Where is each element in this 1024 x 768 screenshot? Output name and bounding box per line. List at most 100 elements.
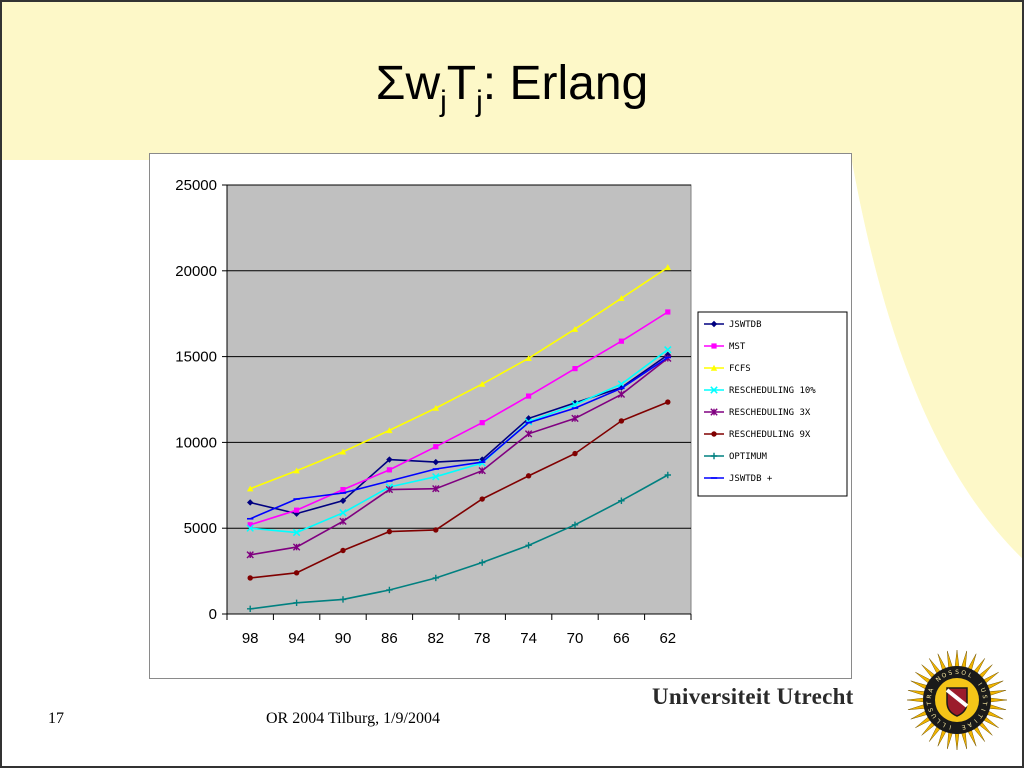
seal-letter: L <box>935 716 943 724</box>
footer-text: OR 2004 Tilburg, 1/9/2004 <box>266 710 440 727</box>
data-point-series-6 <box>432 574 439 582</box>
seal-letter: O <box>960 669 967 677</box>
title-prefix: Σw <box>375 57 441 110</box>
series-line-4 <box>250 357 669 556</box>
seal-letter: I <box>976 682 983 688</box>
data-point-series-5 <box>247 575 253 581</box>
data-point-series-1 <box>433 444 439 450</box>
seal-ray <box>946 650 953 669</box>
y-tick-label: 5000 <box>184 520 217 537</box>
series-line-2 <box>249 266 669 490</box>
legend-marker <box>710 320 718 328</box>
seal-letter: E <box>961 723 967 731</box>
seal-letter: A <box>966 720 974 729</box>
data-point-series-5 <box>386 528 393 535</box>
seal-letter: T <box>981 700 989 706</box>
seal-letter: S <box>955 669 959 676</box>
seal-shield-band <box>945 688 969 708</box>
title-suffix: : Erlang <box>482 57 649 110</box>
data-point-series-6 <box>618 497 625 504</box>
seal-letter: R <box>926 694 933 699</box>
seal-ray <box>907 689 926 696</box>
title-subscript-1: j <box>440 85 447 118</box>
data-point-series-6 <box>571 521 579 528</box>
data-point-series-4 <box>246 551 254 559</box>
data-point-series-1 <box>526 393 532 399</box>
accent-stripe <box>0 0 1024 168</box>
x-tick-label: 66 <box>613 630 630 647</box>
legend-marker <box>710 408 718 416</box>
data-point-series-1 <box>340 486 346 493</box>
data-point-series-4 <box>571 414 579 423</box>
data-point-series-3 <box>246 524 254 532</box>
x-tick-label: 82 <box>427 630 444 647</box>
seal-letter: U <box>979 687 987 694</box>
seal-ray <box>910 710 928 720</box>
data-point-series-6 <box>525 542 532 549</box>
legend-label: RESCHEDULING 9X <box>729 430 811 440</box>
data-point-series-4 <box>385 485 394 494</box>
series-line-3 <box>250 349 669 534</box>
x-tick-label: 78 <box>474 630 491 647</box>
data-point-series-1 <box>247 522 253 528</box>
seal-letter: T <box>975 711 984 719</box>
data-point-series-5 <box>618 418 625 424</box>
data-point-series-2 <box>618 295 625 301</box>
seal-letter: S <box>981 694 988 699</box>
data-point-series-0 <box>432 458 439 466</box>
legend-label: RESCHEDULING 10% <box>729 386 816 396</box>
seal-ray <box>986 710 1004 720</box>
data-point-series-5 <box>433 527 439 533</box>
seal-letter: L <box>967 672 974 680</box>
data-point-series-5 <box>572 450 578 457</box>
data-point-series-3 <box>339 509 347 517</box>
seal-ray <box>986 680 1004 690</box>
data-point-series-2 <box>479 380 486 387</box>
data-point-series-3 <box>292 528 301 537</box>
title-subscript-2: j <box>476 85 483 118</box>
data-point-series-0 <box>571 399 579 407</box>
seal-letter: N <box>935 675 943 683</box>
data-point-series-1 <box>479 420 485 426</box>
legend-label: JSWTDB <box>729 320 762 330</box>
y-tick-label: 20000 <box>175 263 217 280</box>
seal-letter: A <box>927 686 935 693</box>
seal-ray <box>989 697 1008 703</box>
seal-ray <box>946 731 953 750</box>
data-point-series-5 <box>340 547 346 554</box>
seal-ray <box>988 704 1007 711</box>
seal-letter: O <box>941 671 949 680</box>
data-point-series-4 <box>478 467 486 475</box>
data-point-series-4 <box>524 430 533 438</box>
legend-label: JSWTDB + <box>729 474 773 484</box>
data-point-series-6 <box>293 599 300 607</box>
legend-marker <box>710 364 718 371</box>
seal-ray <box>906 697 925 703</box>
seal-letter: U <box>930 712 938 720</box>
x-tick-label: 70 <box>567 630 584 647</box>
data-point-series-2 <box>664 264 671 271</box>
legend-marker <box>711 343 717 349</box>
series-line-1 <box>249 311 669 526</box>
university-name: Universiteit Utrecht <box>652 684 854 709</box>
chart-container: 0 5000 10000 15000 20000 25000 98 94 90 86 82 78 74 7… <box>149 153 852 679</box>
y-tick-label: 0 <box>209 606 217 623</box>
line-chart: 0 5000 10000 15000 20000 25000 98 94 90 86 82 78 74 7… <box>175 177 848 647</box>
x-tick-label: 62 <box>659 630 676 647</box>
seal-ray <box>954 732 960 751</box>
seal-letter: L <box>941 720 948 728</box>
data-point-series-0 <box>293 510 300 517</box>
legend-marker <box>711 431 717 437</box>
data-point-series-2 <box>339 448 347 455</box>
data-point-series-6 <box>386 586 393 594</box>
legend-box <box>697 311 848 497</box>
series-line-6 <box>250 474 669 610</box>
seal-letter: I <box>979 708 986 712</box>
data-point-series-3 <box>432 472 440 481</box>
data-point-series-2 <box>525 355 532 362</box>
series-line-7 <box>249 356 669 520</box>
data-point-series-2 <box>293 467 300 474</box>
seal-ray <box>961 731 968 750</box>
